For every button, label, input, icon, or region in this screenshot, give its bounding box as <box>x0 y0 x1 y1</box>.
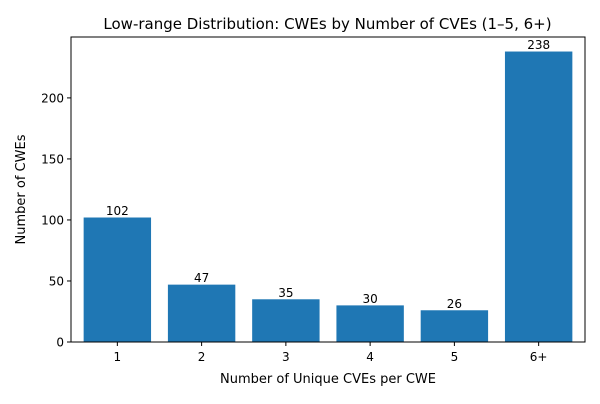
x-axis-label: Number of Unique CVEs per CWE <box>220 372 436 387</box>
y-tick-label-200: 200 <box>41 91 64 105</box>
y-tick-label-150: 150 <box>41 152 64 166</box>
bar-5 <box>420 310 489 342</box>
x-tick-label-3: 3 <box>282 350 290 364</box>
x-tick-label-6+: 6+ <box>530 350 548 364</box>
bar-6+ <box>504 51 573 343</box>
x-axis: 1 2 3 4 5 6+ <box>114 342 548 364</box>
bar-2 <box>167 284 236 342</box>
bars-layer <box>83 51 573 343</box>
x-tick-label-4: 4 <box>366 350 374 364</box>
plot-frame <box>70 36 586 343</box>
y-tick-label-50: 50 <box>49 274 64 288</box>
y-tick-label-0: 0 <box>56 336 64 350</box>
data-label-4: 30 <box>362 292 377 306</box>
y-axis-label: Number of CWEs <box>14 134 29 244</box>
data-label-5: 26 <box>447 297 462 311</box>
chart-title: Low-range Distribution: CWEs by Number o… <box>103 15 551 33</box>
y-axis: 0 50 100 150 200 <box>41 91 71 350</box>
data-label-1: 102 <box>106 204 129 218</box>
data-label-6+: 238 <box>527 38 550 52</box>
x-tick-label-5: 5 <box>451 350 459 364</box>
bar-4 <box>336 305 404 342</box>
x-tick-label-2: 2 <box>198 350 206 364</box>
data-labels-layer: 102 47 35 30 26 238 <box>106 38 550 311</box>
bar-1 <box>83 217 152 342</box>
data-label-3: 35 <box>278 286 293 300</box>
data-label-2: 47 <box>194 271 209 285</box>
x-tick-label-1: 1 <box>114 350 122 364</box>
y-tick-label-100: 100 <box>41 213 64 227</box>
bar-3 <box>252 299 320 342</box>
